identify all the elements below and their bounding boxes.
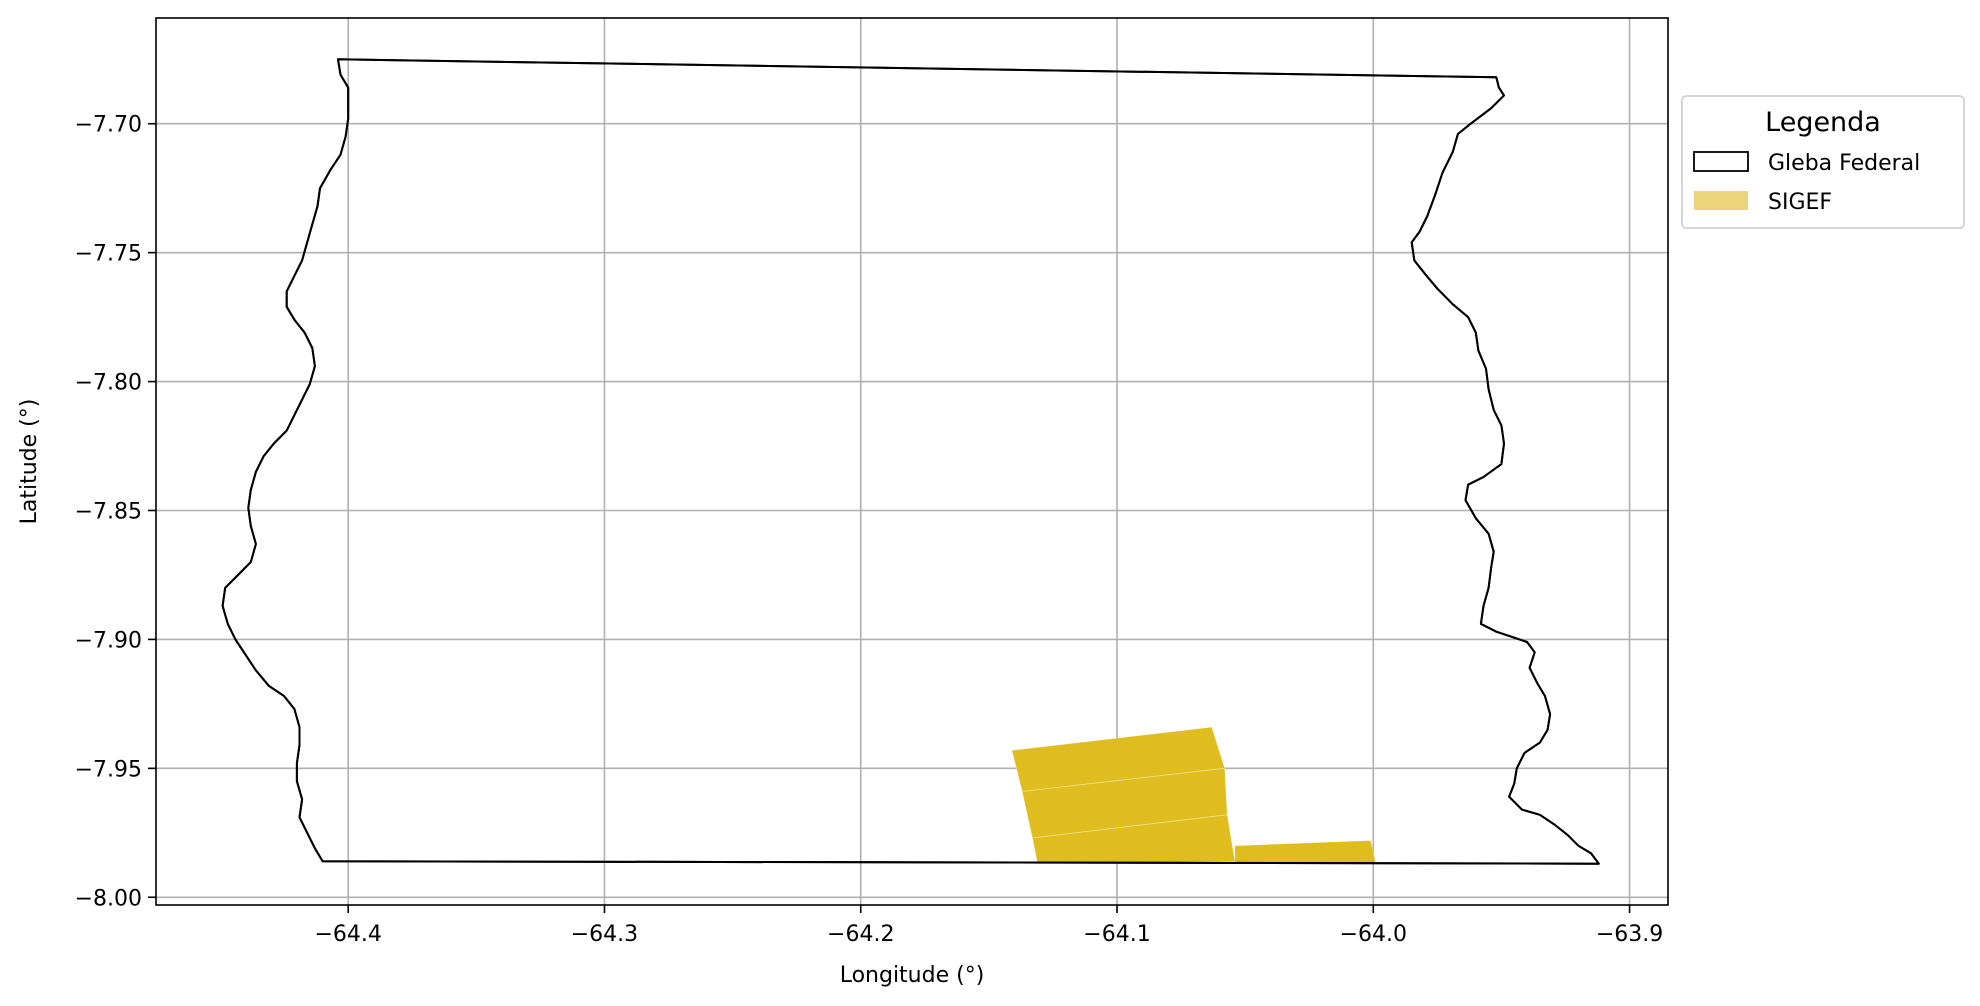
x-tick-label-1: −64.3 xyxy=(571,922,638,947)
x-tick-label-5: −63.9 xyxy=(1596,922,1663,947)
axis-ticks: −64.4 −64.3 −64.2 −64.1 −64.0 −63.9 −7.70 −7.75… xyxy=(75,113,1664,947)
y-tick-label-1: −7.75 xyxy=(75,242,142,267)
legend-swatch-gleba-federal xyxy=(1693,151,1749,172)
x-tick-label-3: −64.1 xyxy=(1083,922,1150,947)
y-tick-label-3: −7.85 xyxy=(75,499,142,524)
map-layers xyxy=(221,58,1600,865)
legend-label-gleba-federal: Gleba Federal xyxy=(1768,151,1920,176)
gleba-federal-outline-top-0 xyxy=(221,58,1600,865)
x-axis-title: Longitude (°) xyxy=(840,963,985,988)
x-tick-label-4: −64.0 xyxy=(1340,922,1407,947)
x-tick-label-0: −64.4 xyxy=(314,922,381,947)
legend-title: Legenda xyxy=(1765,107,1881,138)
gridlines xyxy=(156,18,1668,905)
legend-swatch-sigef xyxy=(1694,191,1748,210)
legend-box xyxy=(1681,95,1965,229)
y-tick-label-6: −8.00 xyxy=(75,886,142,911)
legend: Legenda Gleba Federal SIGEF xyxy=(1681,95,1965,229)
legend-label-sigef: SIGEF xyxy=(1768,190,1832,215)
y-tick-label-4: −7.90 xyxy=(75,628,142,653)
x-tick-label-2: −64.2 xyxy=(827,922,894,947)
y-tick-label-0: −7.70 xyxy=(75,113,142,138)
y-tick-label-2: −7.80 xyxy=(75,371,142,396)
y-axis-title: Latitude (°) xyxy=(17,399,42,525)
plot-frame xyxy=(155,17,1669,906)
y-tick-label-5: −7.95 xyxy=(75,757,142,782)
